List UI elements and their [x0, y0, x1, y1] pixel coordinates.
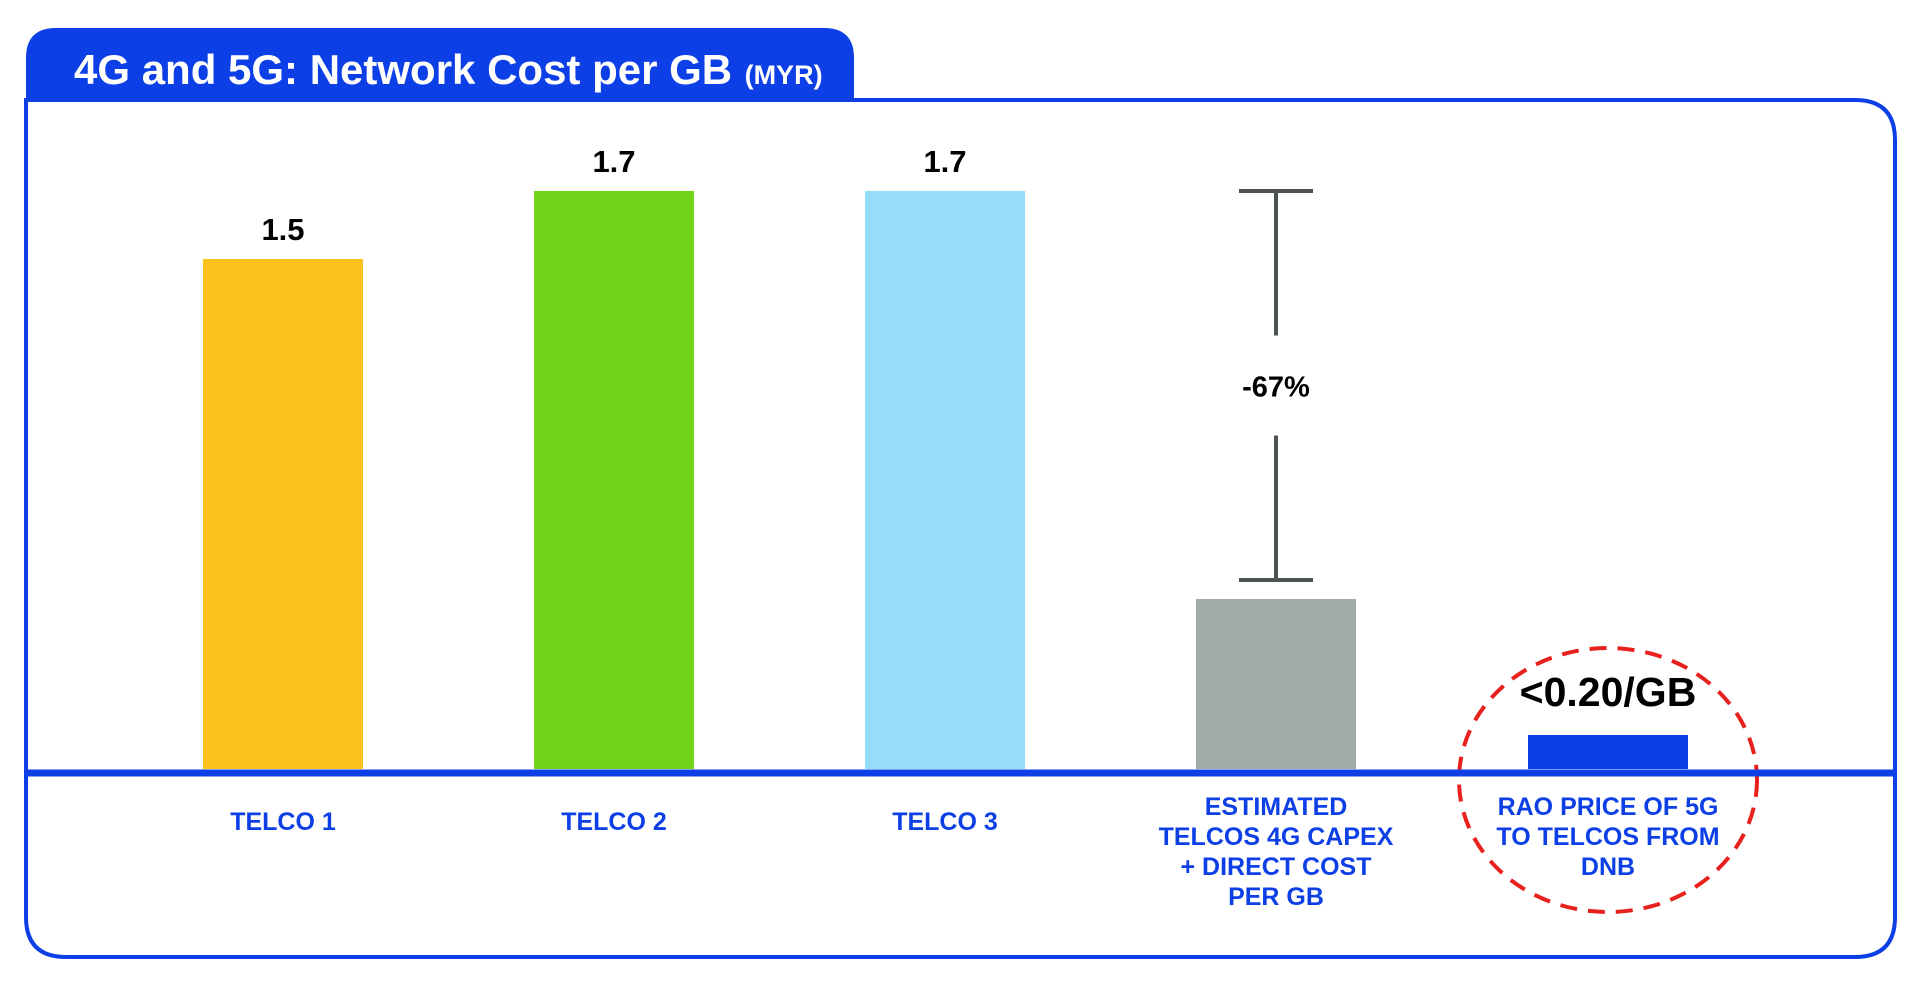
bar-value-label-2: 1.7: [592, 144, 635, 179]
category-label-1: TELCO 1: [230, 808, 336, 836]
annotations: -67% <0.20/GB: [1239, 189, 1759, 914]
bar-2: [534, 191, 694, 769]
category-label-line: PER GB: [1228, 883, 1324, 911]
category-label-line: RAO PRICE OF 5G: [1498, 793, 1719, 821]
category-label-line: TELCO 1: [230, 808, 336, 836]
bar-value-label-1: 1.5: [261, 212, 304, 247]
bar-3: [865, 191, 1025, 769]
category-label-3: TELCO 3: [892, 808, 998, 836]
highlight-label: <0.20/GB: [1520, 669, 1697, 715]
bar-4: [1196, 599, 1356, 769]
value-labels: 1.5 1.7 1.7: [261, 144, 966, 247]
category-label-line: TELCO 3: [892, 808, 998, 836]
category-label-line: DNB: [1581, 853, 1635, 881]
category-label-line: TO TELCOS FROM: [1496, 823, 1719, 851]
category-label-line: + DIRECT COST: [1181, 853, 1372, 881]
category-label-5: RAO PRICE OF 5G TO TELCOS FROM DNB: [1496, 793, 1719, 881]
highlight-circle: [1457, 646, 1759, 914]
reduction-label: -67%: [1242, 372, 1310, 404]
category-label-line: ESTIMATED: [1205, 793, 1348, 821]
bar-1: [203, 259, 363, 769]
category-label-line: TELCO 2: [561, 808, 667, 836]
chart-title: 4G and 5G: Network Cost per GB (MYR): [74, 46, 823, 93]
chart-frame: [24, 98, 1897, 959]
category-label-2: TELCO 2: [561, 808, 667, 836]
chart-title-text: 4G and 5G: Network Cost per GB: [74, 46, 732, 93]
category-label-line: TELCOS 4G CAPEX: [1159, 823, 1394, 851]
category-label-4: ESTIMATED TELCOS 4G CAPEX + DIRECT COST PER…: [1159, 793, 1394, 911]
title-tab: [26, 28, 854, 100]
bar-5: [1528, 735, 1688, 769]
bar-value-label-3: 1.7: [923, 144, 966, 179]
category-labels: TELCO 1 TELCO 2 TELCO 3 ESTIMATED TELCOS 4G …: [230, 793, 1719, 911]
chart-title-unit: (MYR): [745, 60, 823, 90]
bars: [203, 191, 1688, 769]
